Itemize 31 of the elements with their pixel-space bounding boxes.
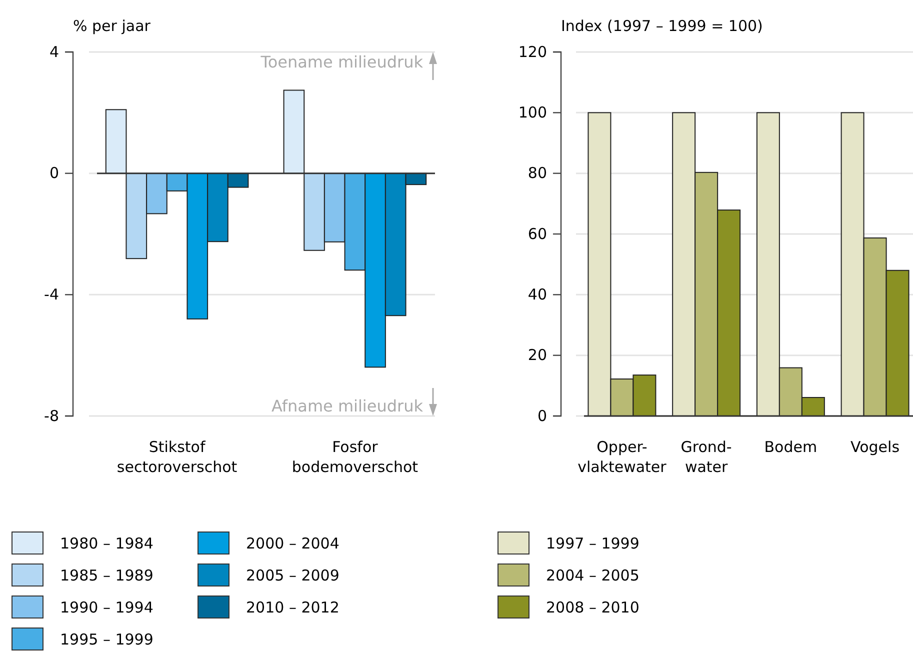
legend-label: 1997 – 1999 xyxy=(546,534,640,552)
y-tick-label: 120 xyxy=(518,42,547,61)
legend-label: 2008 – 2010 xyxy=(546,598,640,616)
y-axis-title: Index (1997 – 1999 = 100) xyxy=(561,17,763,35)
annotation: Afname milieudruk xyxy=(271,396,424,416)
legend-label: 1985 – 1989 xyxy=(60,566,154,584)
legend-label: 2004 – 2005 xyxy=(546,566,640,584)
legend-label: 2005 – 2009 xyxy=(246,566,340,584)
y-tick-label: 40 xyxy=(528,285,547,304)
y-tick-label: 80 xyxy=(528,164,547,182)
x-tick-label: Stikstof sectoroverschot xyxy=(116,438,238,476)
y-tick-label: 60 xyxy=(528,224,547,243)
x-tick-label: Fosfor bodemoverschot xyxy=(292,438,418,476)
y-tick-label: 20 xyxy=(528,346,547,364)
y-tick-label: -4 xyxy=(44,285,59,304)
legend-label: 1990 – 1994 xyxy=(60,598,154,616)
y-tick-label: 4 xyxy=(49,42,59,61)
x-tick-label: Bodem xyxy=(764,438,818,456)
y-axis-title: % per jaar xyxy=(73,17,152,35)
x-tick-label: Grond- water xyxy=(680,438,732,476)
legend-label: 1980 – 1984 xyxy=(60,534,154,552)
y-tick-label: 0 xyxy=(537,406,547,425)
x-tick-label: Vogels xyxy=(850,438,900,456)
legend-label: 2000 – 2004 xyxy=(246,534,340,552)
legend-label: 1995 – 1999 xyxy=(60,630,154,648)
annotation: Toename milieudruk xyxy=(260,52,424,72)
y-tick-label: 100 xyxy=(518,103,547,122)
y-tick-label: 0 xyxy=(49,164,59,182)
legend-label: 2010 – 2012 xyxy=(246,598,340,616)
x-tick-label: Opper- vlaktewater xyxy=(578,438,668,476)
y-tick-label: -8 xyxy=(44,406,59,425)
